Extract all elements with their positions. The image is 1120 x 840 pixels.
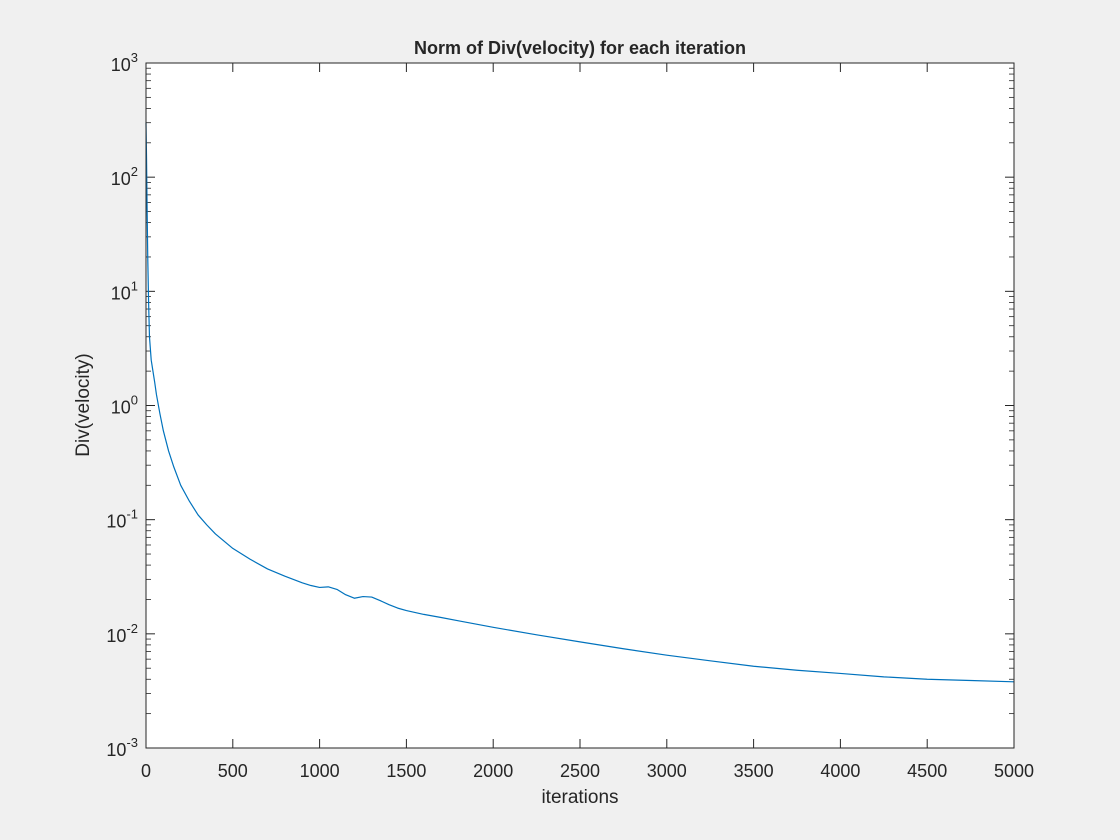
y-tick-base: 10 <box>106 512 126 532</box>
y-tick-label: 100 <box>111 393 138 418</box>
y-tick-exponent: 1 <box>131 278 138 293</box>
x-tick-label: 2500 <box>560 761 600 781</box>
y-tick-base: 10 <box>106 740 126 760</box>
y-axis-label: Div(velocity) <box>73 353 94 456</box>
x-tick-label: 500 <box>218 761 248 781</box>
x-tick-label: 5000 <box>994 761 1034 781</box>
axis-tick-labels: 0 500 1000 1500 2000 2500 3000 3500 4000 4500 5000… <box>106 50 1034 781</box>
x-tick-label: 4000 <box>820 761 860 781</box>
plot-area <box>146 63 1014 748</box>
series-line <box>145 122 1015 683</box>
y-tick-label: 103 <box>111 50 138 75</box>
y-tick-exponent: 0 <box>131 393 138 408</box>
data-series <box>145 122 1015 683</box>
x-tick-label: 3000 <box>647 761 687 781</box>
y-tick-base: 10 <box>111 398 131 418</box>
axes-box <box>145 62 1015 749</box>
x-tick-label: 3500 <box>734 761 774 781</box>
y-tick-base: 10 <box>111 55 131 75</box>
y-tick-label: 10-3 <box>106 735 138 760</box>
y-tick-exponent: -2 <box>126 621 138 636</box>
y-tick-base: 10 <box>111 283 131 303</box>
y-tick-base: 10 <box>111 169 131 189</box>
y-tick-label: 101 <box>111 278 138 303</box>
x-axis-label: iterations <box>541 787 618 808</box>
y-tick-label: 10-1 <box>106 507 138 532</box>
chart-title: Norm of Div(velocity) for each iteration <box>414 38 746 58</box>
y-tick-base: 10 <box>106 626 126 646</box>
x-tick-label: 0 <box>141 761 151 781</box>
x-tick-label: 2000 <box>473 761 513 781</box>
y-tick-exponent: -3 <box>126 735 138 750</box>
x-tick-label: 4500 <box>907 761 947 781</box>
y-tick-label: 102 <box>111 164 138 189</box>
x-tick-label: 1000 <box>300 761 340 781</box>
x-tick-label: 1500 <box>386 761 426 781</box>
y-tick-exponent: 2 <box>131 164 138 179</box>
y-tick-exponent: 3 <box>131 50 138 65</box>
y-tick-label: 10-2 <box>106 621 138 646</box>
y-tick-exponent: -1 <box>126 507 138 522</box>
